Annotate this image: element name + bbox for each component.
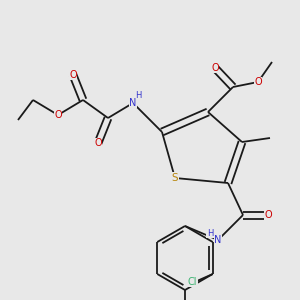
Text: O: O bbox=[254, 77, 262, 87]
Text: O: O bbox=[94, 138, 102, 148]
Text: Cl: Cl bbox=[188, 277, 197, 287]
Text: O: O bbox=[54, 110, 62, 120]
Text: H: H bbox=[207, 229, 213, 238]
Text: O: O bbox=[69, 70, 77, 80]
Text: H: H bbox=[135, 91, 141, 100]
Text: S: S bbox=[172, 173, 178, 183]
Text: N: N bbox=[214, 235, 222, 245]
Text: N: N bbox=[129, 98, 137, 108]
Text: O: O bbox=[211, 63, 219, 73]
Text: O: O bbox=[264, 210, 272, 220]
